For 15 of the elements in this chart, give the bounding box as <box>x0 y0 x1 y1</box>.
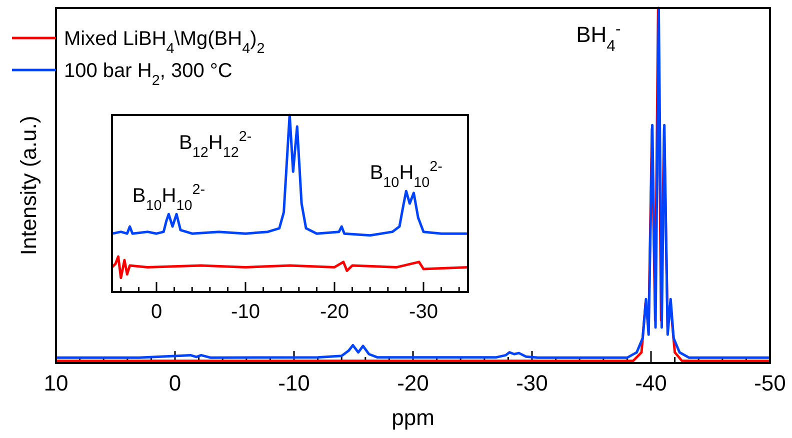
y-axis-title: Intensity (a.u.) <box>16 116 41 256</box>
x-tick-label: 0 <box>150 301 162 324</box>
x-tick-label: -20 <box>397 370 429 396</box>
legend-label: 100 bar H$_{2}$, 300 °C <box>64 60 232 89</box>
x-tick-label: 10 <box>44 370 68 396</box>
x-tick-label: -10 <box>278 370 310 396</box>
x-tick-label: -40 <box>635 370 667 396</box>
x-tick-label: -30 <box>516 370 548 396</box>
x-tick-label: -50 <box>754 370 786 396</box>
x-axis-title: ppm <box>392 405 434 430</box>
x-tick-label: -10 <box>231 301 260 324</box>
x-tick-label: -30 <box>409 301 438 324</box>
x-tick-label: 0 <box>168 370 182 396</box>
legend-label: Mixed LiBH$_{4}$\Mg(BH$_{4}$)$_{2}$ <box>64 28 265 57</box>
x-tick-label: -20 <box>320 301 349 324</box>
